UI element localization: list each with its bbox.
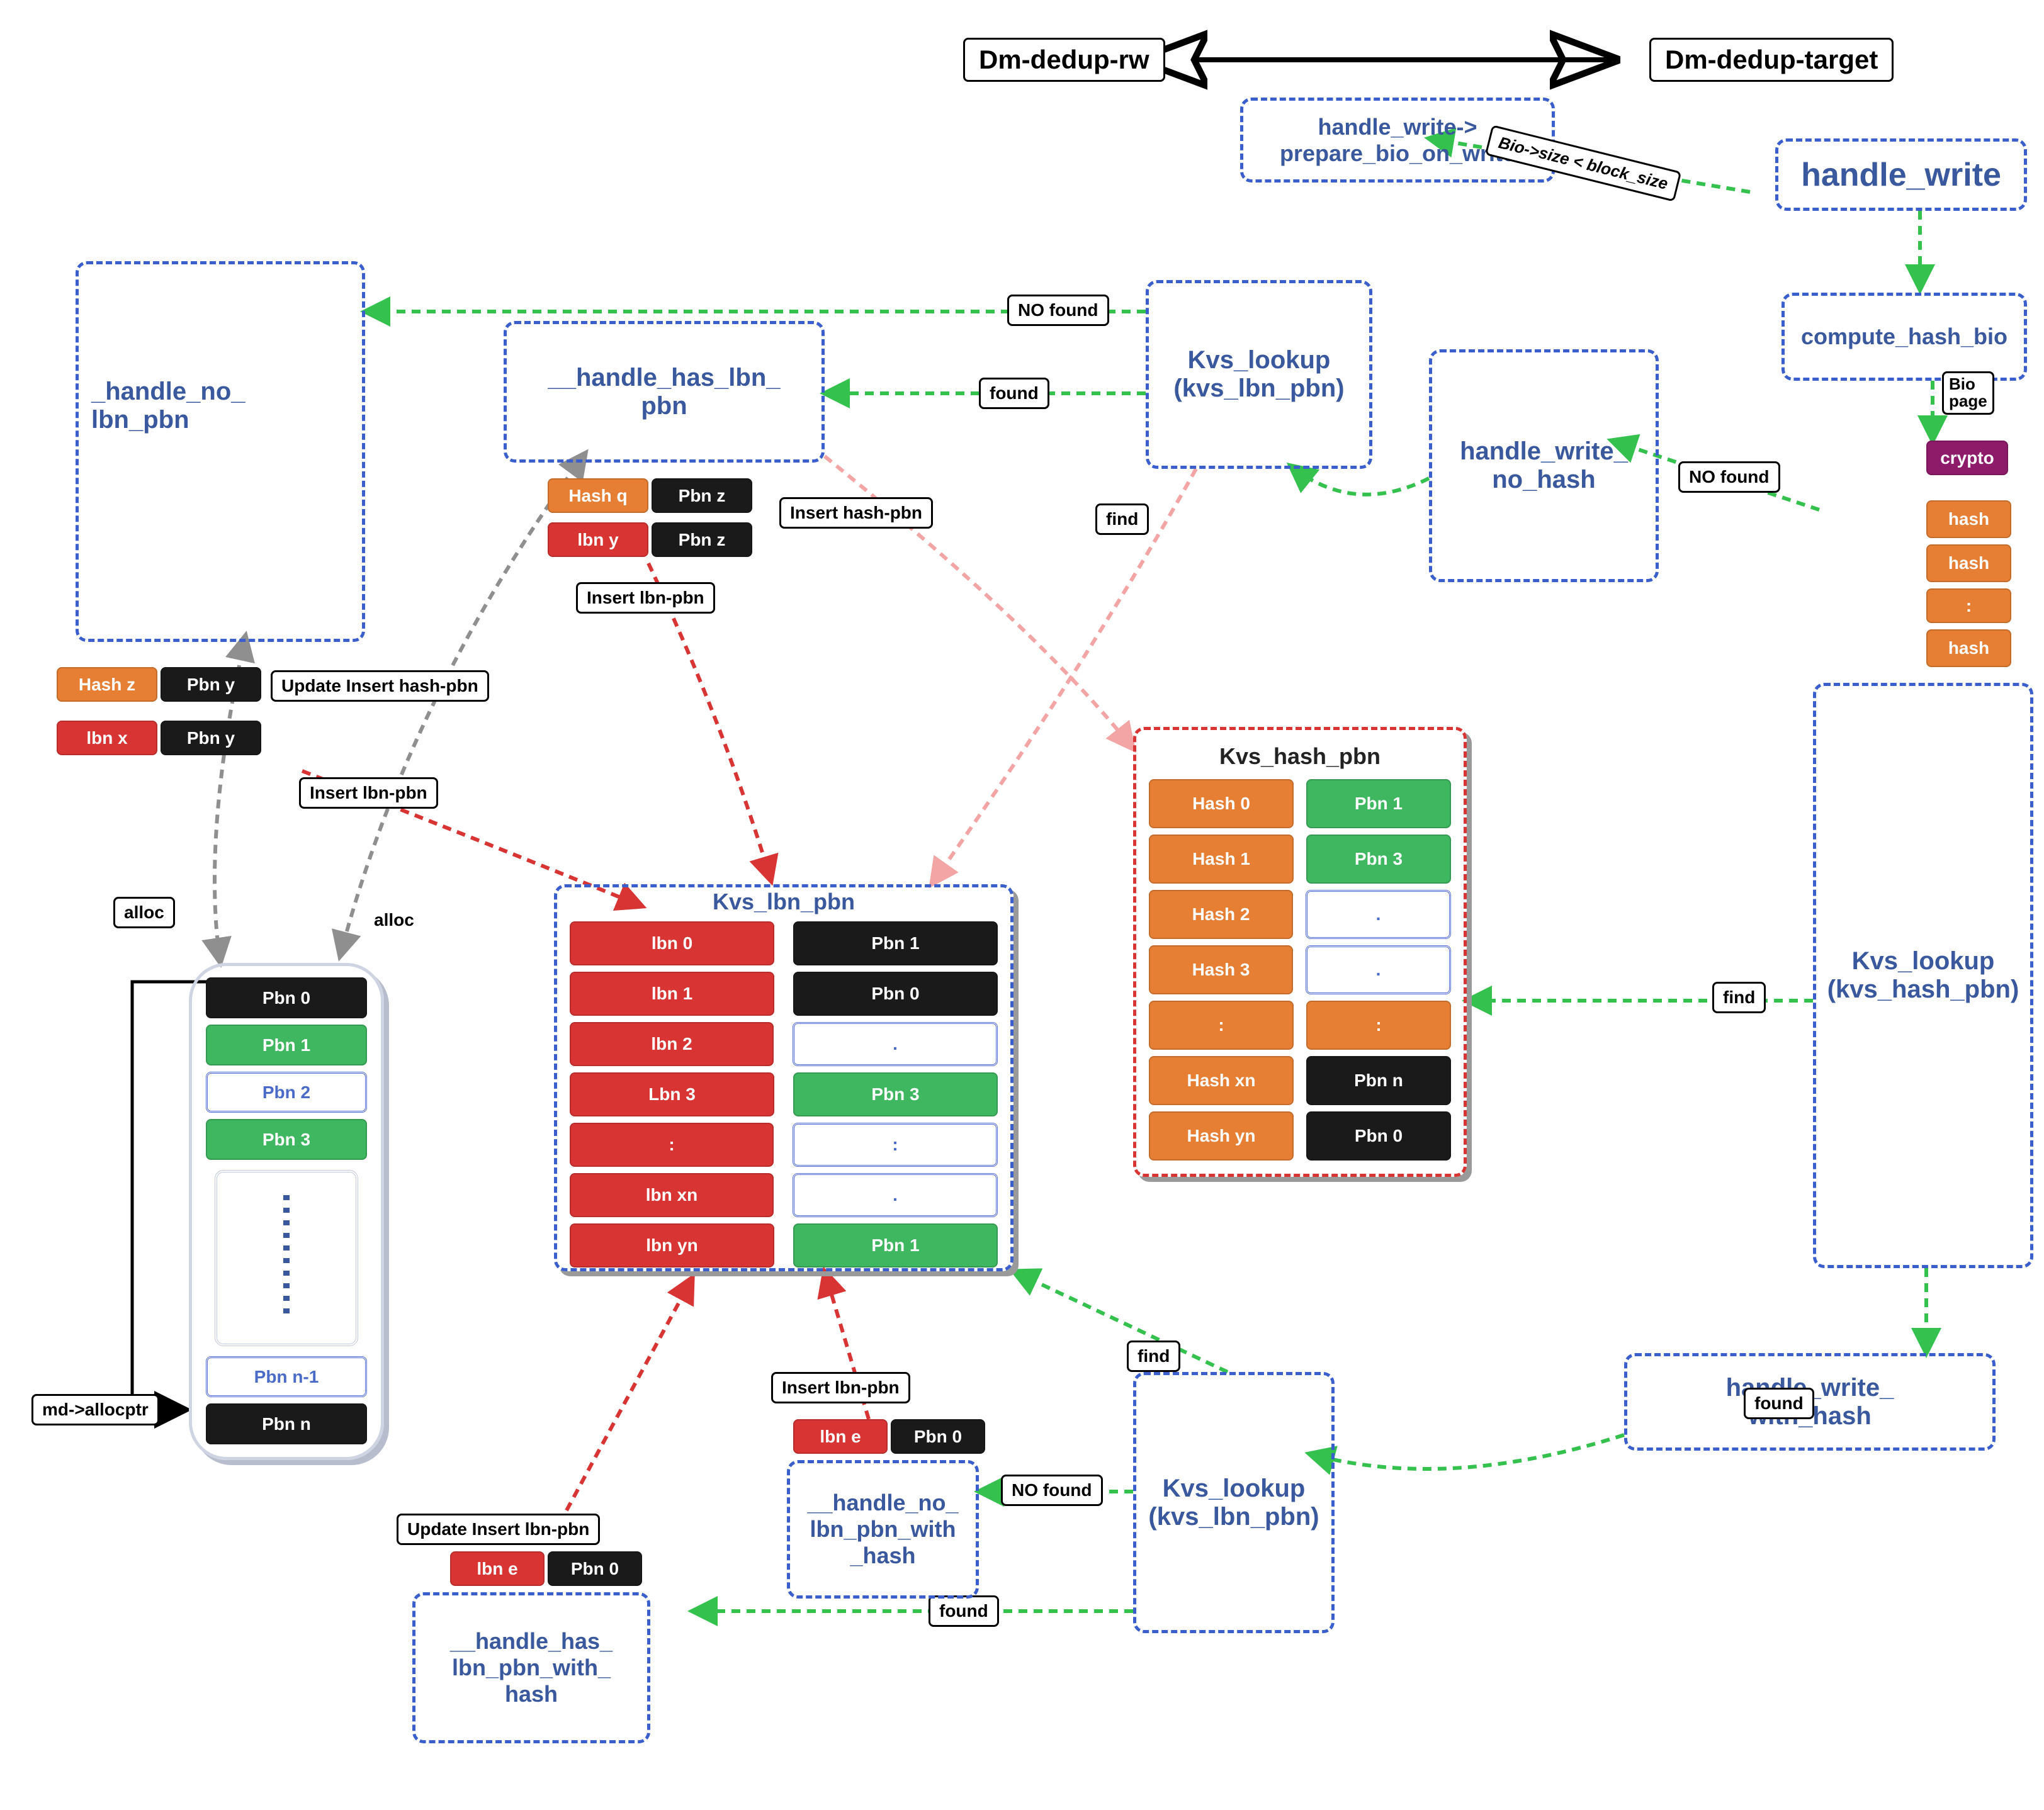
pill-lbnx: lbn x [57, 721, 157, 755]
node-handle-has-lbn-pbn: __handle_has_lbn_ pbn [504, 321, 825, 463]
node-handle-write-no-hash: handle_write_ no_hash [1429, 349, 1659, 582]
label-md-allocptr: md->allocptr [31, 1394, 159, 1425]
pill-pbny1: Pbn y [161, 667, 261, 702]
label-find-top: find [1095, 503, 1149, 535]
text: Kvs_lookup (kvs_lbn_pbn) [1148, 1475, 1319, 1531]
label-find-right: find [1712, 982, 1766, 1013]
table-row: Hash 2. [1149, 890, 1451, 939]
pill-pbnz2: Pbn z [652, 522, 752, 557]
label-insert-lbn-pbn2: Insert lbn-pbn [299, 777, 438, 809]
text: _handle_no_ lbn_pbn [91, 378, 246, 434]
label-insert-lbn-pbn: Insert lbn-pbn [576, 582, 715, 614]
node-kvs-lookup-bottom: Kvs_lookup (kvs_lbn_pbn) [1133, 1372, 1335, 1633]
node-kvs-lookup-hash-pbn: Kvs_lookup (kvs_hash_pbn) [1813, 683, 2033, 1268]
pill-hashq: Hash q [548, 478, 648, 513]
table-row: Lbn 3Pbn 3 [570, 1072, 998, 1116]
pbn-cell: Pbn 2 [206, 1072, 367, 1113]
label-insert-hash-pbn: Insert hash-pbn [779, 497, 933, 529]
node-compute-hash-bio: compute_hash_bio [1781, 293, 2027, 381]
table-row: Hash ynPbn 0 [1149, 1111, 1451, 1161]
table-row: lbn 2. [570, 1022, 998, 1066]
table-row: Hash xnPbn n [1149, 1056, 1451, 1105]
text: __handle_has_ lbn_pbn_with_ hash [450, 1628, 613, 1707]
pbn-cell: Pbn 3 [206, 1119, 367, 1160]
pbn-cell: Pbn n [206, 1403, 367, 1444]
node-handle-no-lbn-pbn-with-hash: __handle_no_ lbn_pbn_with _hash [787, 1460, 979, 1599]
hash-dots: : [1926, 588, 2011, 623]
label-alloc2: alloc [365, 906, 423, 934]
text: handle_write_ no_hash [1460, 437, 1628, 494]
hash-0: hash [1926, 500, 2011, 538]
table-row: Hash 0Pbn 1 [1149, 779, 1451, 828]
label-bio-page: Bio page [1942, 371, 1994, 415]
text: Kvs_lookup (kvs_hash_pbn) [1827, 947, 2019, 1004]
label-find-bottom: find [1127, 1341, 1180, 1372]
label-insert-lbn-pbn3: Insert lbn-pbn [771, 1372, 910, 1403]
pbn-cell: Pbn n-1 [206, 1356, 367, 1397]
title-dm-dedup-rw: Dm-dedup-rw [963, 38, 1165, 82]
pill-pbn0a: Pbn 0 [891, 1419, 985, 1454]
pbn-alloc-column: Pbn 0 Pbn 1 Pbn 2 Pbn 3 Pbn n-1 Pbn n [189, 963, 384, 1460]
node-handle-write: handle_write [1775, 138, 2027, 211]
hash-3: hash [1926, 629, 2011, 667]
text: __handle_no_ lbn_pbn_with _hash [807, 1490, 958, 1569]
table-kvs-hash-pbn: Kvs_hash_pbn Hash 0Pbn 1Hash 1Pbn 3Hash … [1133, 727, 1467, 1177]
label-found-right: found [1744, 1388, 1814, 1419]
table-row: lbn 0Pbn 1 [570, 921, 998, 965]
table-row: Hash 3. [1149, 945, 1451, 994]
table-title: Kvs_lbn_pbn [570, 889, 998, 915]
table-rows: Hash 0Pbn 1Hash 1Pbn 3Hash 2.Hash 3.::Ha… [1149, 779, 1451, 1161]
pill-pbn0b: Pbn 0 [548, 1551, 642, 1586]
pill-hashz: Hash z [57, 667, 157, 702]
label-found-mid: found [979, 378, 1049, 409]
label-found-bottom: found [929, 1595, 999, 1627]
table-kvs-lbn-pbn: Kvs_lbn_pbn lbn 0Pbn 1lbn 1Pbn 0lbn 2.Lb… [554, 884, 1014, 1271]
label-update-insert-lbn-pbn: Update Insert lbn-pbn [397, 1514, 600, 1545]
label-no-found-bottom: NO found [1001, 1475, 1103, 1506]
text: Kvs_lookup (kvs_lbn_pbn) [1173, 346, 1344, 403]
pill-crypto: crypto [1926, 441, 2008, 475]
pill-lbny: lbn y [548, 522, 648, 557]
label-update-insert-hash-pbn: Update Insert hash-pbn [271, 670, 489, 702]
pbn-cell: Pbn 1 [206, 1025, 367, 1065]
text: Bio page [1949, 374, 1987, 410]
node-text: handle_write-> prepare_bio_on_write [1280, 114, 1515, 167]
table-title: Kvs_hash_pbn [1149, 743, 1451, 770]
pill-lbne2: lbn e [450, 1551, 545, 1586]
pbn-rows: Pbn 0 Pbn 1 Pbn 2 Pbn 3 Pbn n-1 Pbn n [192, 966, 381, 1456]
label-alloc1: alloc [113, 897, 175, 928]
title-dm-dedup-target: Dm-dedup-target [1649, 38, 1894, 82]
table-row: :: [570, 1123, 998, 1167]
table-row: lbn 1Pbn 0 [570, 972, 998, 1016]
table-row: Hash 1Pbn 3 [1149, 835, 1451, 884]
label-no-found-right: NO found [1678, 461, 1780, 493]
pill-pbnz1: Pbn z [652, 478, 752, 513]
table-row: :: [1149, 1001, 1451, 1050]
pbn-cell: Pbn 0 [206, 977, 367, 1018]
node-handle-has-lbn-pbn-with-hash: __handle_has_ lbn_pbn_with_ hash [412, 1592, 650, 1743]
table-rows: lbn 0Pbn 1lbn 1Pbn 0lbn 2.Lbn 3Pbn 3::lb… [570, 921, 998, 1268]
node-kvs-lookup-top: Kvs_lookup (kvs_lbn_pbn) [1146, 280, 1372, 469]
node-handle-no-lbn-pbn: _handle_no_ lbn_pbn [76, 261, 365, 642]
label-no-found-top: NO found [1007, 295, 1109, 326]
table-row: lbn ynPbn 1 [570, 1223, 998, 1268]
table-row: lbn xn. [570, 1173, 998, 1217]
hash-1: hash [1926, 544, 2011, 582]
pill-pbny2: Pbn y [161, 721, 261, 755]
pill-lbne1: lbn e [793, 1419, 888, 1454]
text: __handle_has_lbn_ pbn [548, 364, 780, 420]
